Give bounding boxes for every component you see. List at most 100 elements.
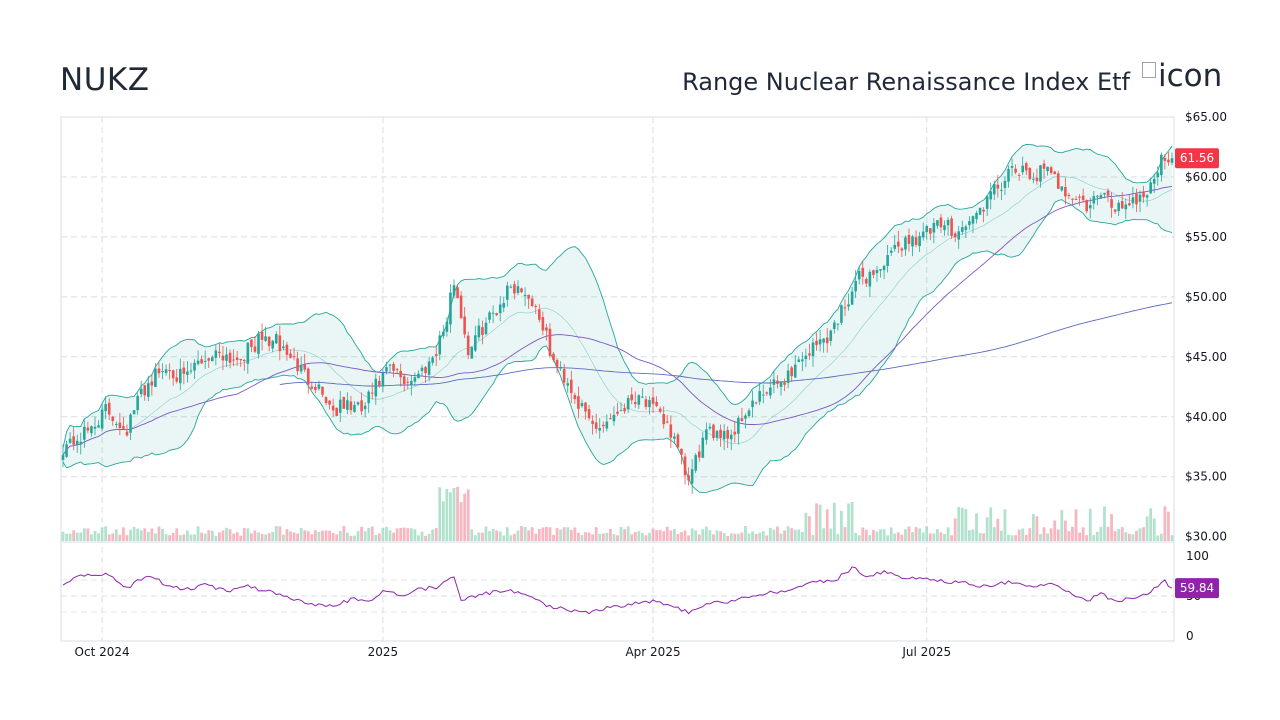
candlestick: [1053, 170, 1057, 175]
volume-bar: [790, 528, 794, 541]
candle-body: [1007, 168, 1010, 182]
candlestick: [673, 432, 676, 445]
candlestick: [854, 270, 857, 298]
candlestick: [388, 363, 392, 374]
candlestick: [790, 365, 793, 382]
volume-bar: [744, 526, 747, 541]
volume-bar: [662, 531, 666, 541]
candle-body: [665, 421, 669, 423]
candlestick: [857, 266, 861, 285]
candle-body: [790, 367, 793, 377]
candlestick: [968, 216, 971, 230]
candlestick: [996, 174, 1000, 198]
candle-body: [893, 244, 897, 249]
candlestick: [833, 319, 836, 334]
candle-body: [843, 307, 847, 309]
rsi-line: [62, 566, 1173, 615]
candle-body: [1145, 195, 1149, 198]
volume-bar: [356, 530, 360, 541]
candlestick: [541, 311, 545, 336]
candle-body: [932, 222, 936, 233]
candlestick: [136, 393, 139, 415]
volume-bar: [1095, 531, 1099, 541]
volume-bar: [687, 535, 690, 541]
candlestick: [840, 304, 843, 326]
candle-body: [264, 336, 267, 341]
candle-body: [1167, 159, 1170, 163]
candlestick: [712, 423, 715, 441]
candlestick: [271, 339, 275, 353]
candle-body: [175, 377, 179, 382]
candlestick: [203, 350, 207, 370]
candle-body: [936, 220, 939, 226]
candle-body: [1085, 199, 1088, 212]
candlestick: [836, 323, 840, 331]
broken-image-icon: [1142, 62, 1156, 78]
logo-alt-text: icon: [1158, 58, 1223, 94]
candlestick: [161, 363, 164, 380]
volume-bar: [459, 502, 463, 541]
candlestick: [914, 230, 918, 248]
candle-body: [193, 362, 196, 371]
volume-bar: [594, 527, 598, 541]
candle-body: [637, 395, 641, 405]
candlestick: [463, 306, 466, 338]
candle-body: [306, 368, 310, 385]
candlestick: [601, 421, 605, 433]
candlestick: [250, 339, 253, 353]
candle-body: [314, 386, 317, 390]
candle-body: [132, 410, 136, 415]
volume-bar: [370, 526, 374, 541]
volume-bar: [545, 527, 548, 541]
candlestick: [623, 403, 626, 414]
candlestick: [466, 331, 470, 360]
candlestick: [1128, 195, 1131, 207]
candle-body: [616, 411, 619, 414]
candle-body: [420, 367, 424, 371]
volume-bar: [452, 487, 456, 541]
volume-bar: [1120, 527, 1124, 541]
candle-body: [648, 400, 651, 408]
candlestick: [797, 356, 801, 363]
candlestick: [513, 280, 516, 300]
candle-body: [1071, 198, 1074, 200]
candlestick: [591, 415, 594, 435]
candle-body: [129, 414, 132, 433]
candle-body: [612, 414, 616, 422]
candlestick: [1067, 192, 1071, 200]
candle-body: [687, 475, 690, 481]
candle-body: [651, 397, 655, 404]
candlestick: [335, 407, 338, 417]
candlestick: [936, 220, 939, 229]
candlestick: [1135, 188, 1138, 213]
time-tick-label: Jul 2025: [901, 645, 951, 659]
volume-bar: [793, 529, 797, 541]
volume-bar: [484, 526, 488, 541]
candle-body: [228, 352, 232, 363]
volume-bar: [136, 528, 140, 541]
volume-bar: [751, 531, 754, 541]
candlestick: [139, 380, 143, 398]
candle-body: [417, 373, 420, 379]
volume-bar: [896, 532, 900, 541]
candlestick: [1046, 166, 1049, 176]
candlestick: [1074, 195, 1078, 201]
volume-bar: [648, 532, 651, 541]
volume-bar: [726, 535, 730, 541]
candle-body: [630, 394, 634, 401]
volume-bar: [122, 527, 125, 541]
candle-body: [530, 298, 534, 306]
candle-body: [1113, 209, 1117, 212]
candlestick: [715, 430, 719, 441]
candle-body: [260, 331, 264, 340]
candle-body: [690, 469, 694, 484]
volume-bar: [584, 532, 587, 541]
candlestick: [100, 402, 104, 432]
candlestick: [118, 412, 122, 436]
volume-bar: [509, 535, 513, 541]
volume-bar: [111, 533, 115, 541]
candle-body: [210, 357, 214, 362]
price-tick-label: $35.00: [1185, 470, 1227, 484]
volume-bar: [797, 529, 801, 541]
